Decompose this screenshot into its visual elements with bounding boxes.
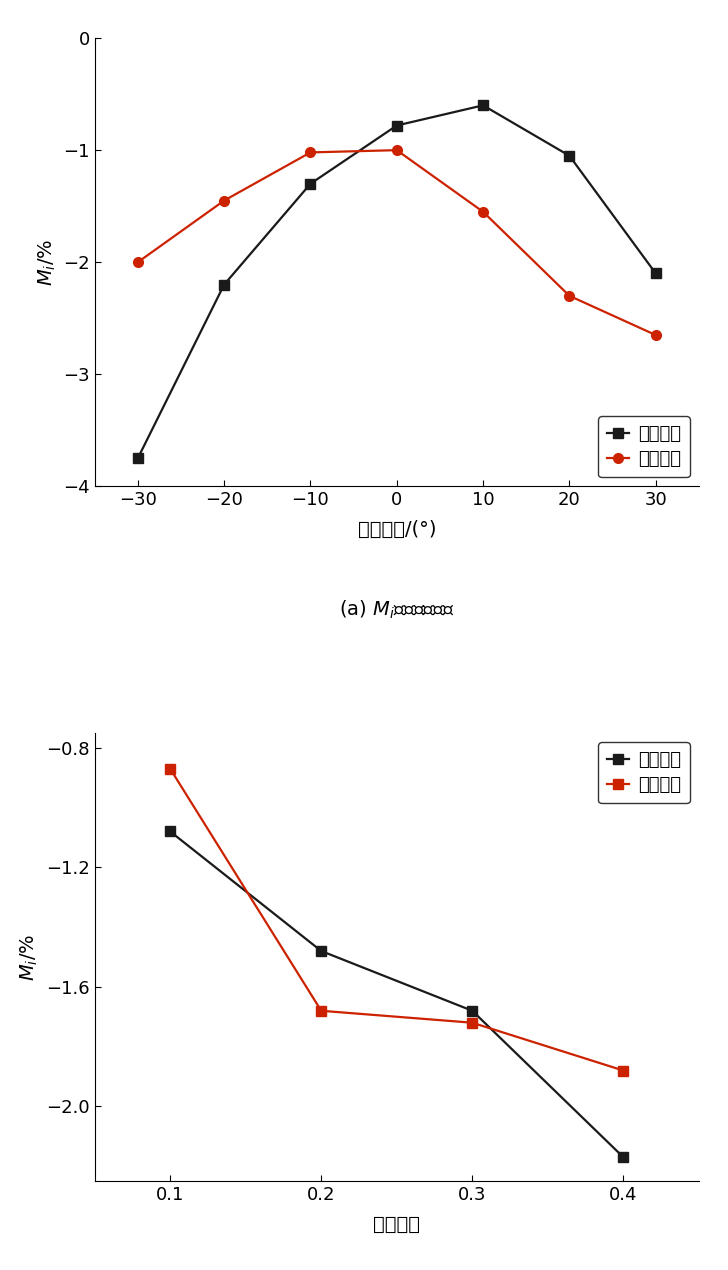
动叶弯角 [479,98,488,113]
动叶弯高 [468,1003,477,1019]
静叶弯角 [306,145,314,160]
动叶弯角 [652,265,660,281]
动叶弯高 [619,1149,628,1165]
静叶弯高 [317,1003,325,1019]
动叶弯高 [317,944,325,959]
Line: 动叶弯角: 动叶弯角 [133,100,660,464]
Y-axis label: $M_i$/%: $M_i$/% [19,933,41,980]
静叶弯角 [652,328,660,343]
X-axis label: 叶片弯高: 叶片弯高 [373,1215,420,1234]
静叶弯角 [133,254,142,269]
静叶弯角 [479,204,488,220]
静叶弯角 [220,193,229,208]
Text: (a) $M_i$与弯角的关系: (a) $M_i$与弯角的关系 [339,598,454,621]
Line: 静叶弯角: 静叶弯角 [133,145,660,340]
Legend: 动叶弯角, 静叶弯角: 动叶弯角, 静叶弯角 [598,417,690,478]
Line: 静叶弯高: 静叶弯高 [165,763,628,1076]
动叶弯角 [133,451,142,466]
静叶弯高 [619,1063,628,1078]
动叶弯角 [565,149,574,164]
Line: 动叶弯高: 动叶弯高 [165,827,628,1162]
Legend: 动叶弯高, 静叶弯高: 动叶弯高, 静叶弯高 [598,742,690,803]
X-axis label: 叶片弯角/(°): 叶片弯角/(°) [357,521,436,540]
Y-axis label: $M_i$/%: $M_i$/% [36,239,58,286]
静叶弯高 [166,761,175,776]
静叶弯角 [392,142,401,157]
动叶弯角 [306,177,314,192]
动叶弯角 [392,118,401,133]
静叶弯高 [468,1015,477,1030]
动叶弯角 [220,277,229,292]
动叶弯高 [166,824,175,839]
静叶弯角 [565,288,574,304]
